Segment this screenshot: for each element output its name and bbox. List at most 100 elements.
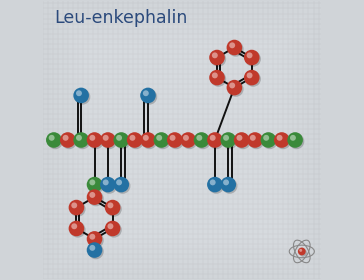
Circle shape — [226, 40, 242, 55]
Circle shape — [229, 83, 235, 88]
Circle shape — [90, 234, 95, 240]
Circle shape — [221, 177, 236, 192]
Circle shape — [245, 71, 261, 87]
Circle shape — [60, 132, 76, 148]
Circle shape — [180, 132, 196, 148]
Circle shape — [116, 135, 122, 141]
Circle shape — [90, 135, 95, 141]
Circle shape — [71, 223, 77, 229]
Circle shape — [289, 134, 304, 149]
Circle shape — [244, 50, 260, 65]
Circle shape — [142, 134, 157, 149]
Circle shape — [250, 135, 256, 141]
Circle shape — [228, 41, 244, 57]
Circle shape — [196, 135, 202, 141]
Circle shape — [75, 89, 90, 105]
Bar — [68, 26, 296, 254]
Circle shape — [87, 177, 102, 192]
Circle shape — [90, 245, 95, 251]
Circle shape — [244, 70, 260, 85]
Circle shape — [212, 73, 218, 78]
Circle shape — [49, 135, 55, 141]
Circle shape — [155, 134, 171, 149]
Circle shape — [299, 249, 302, 252]
Circle shape — [127, 132, 142, 148]
Circle shape — [70, 201, 86, 217]
Circle shape — [223, 179, 229, 185]
Circle shape — [246, 73, 253, 78]
Circle shape — [211, 51, 226, 67]
Circle shape — [115, 178, 130, 194]
Circle shape — [88, 178, 104, 194]
Circle shape — [115, 134, 130, 149]
Circle shape — [90, 192, 95, 198]
Circle shape — [140, 88, 156, 103]
Circle shape — [100, 177, 116, 192]
Bar — [76, 34, 288, 246]
Circle shape — [261, 132, 276, 148]
Circle shape — [222, 178, 237, 194]
Circle shape — [62, 134, 77, 149]
Circle shape — [209, 134, 224, 149]
Circle shape — [107, 202, 114, 208]
Circle shape — [87, 242, 102, 258]
Circle shape — [209, 178, 224, 194]
Circle shape — [223, 135, 229, 141]
Circle shape — [156, 135, 162, 141]
Circle shape — [88, 244, 104, 259]
Circle shape — [102, 178, 117, 194]
Circle shape — [69, 200, 84, 215]
Circle shape — [63, 135, 68, 141]
Circle shape — [154, 132, 169, 148]
Circle shape — [87, 189, 102, 205]
Circle shape — [69, 221, 84, 236]
Circle shape — [142, 89, 157, 105]
Circle shape — [277, 135, 282, 141]
Circle shape — [103, 179, 109, 185]
Circle shape — [75, 134, 90, 149]
Circle shape — [221, 132, 236, 148]
Circle shape — [275, 134, 291, 149]
Bar — [84, 43, 280, 237]
Circle shape — [87, 132, 102, 148]
Circle shape — [143, 135, 149, 141]
Circle shape — [168, 134, 184, 149]
Circle shape — [87, 231, 102, 247]
Circle shape — [210, 135, 215, 141]
Circle shape — [237, 135, 242, 141]
Circle shape — [114, 132, 129, 148]
Circle shape — [212, 52, 218, 58]
Circle shape — [211, 71, 226, 87]
Circle shape — [170, 135, 175, 141]
Circle shape — [262, 134, 278, 149]
Circle shape — [76, 90, 82, 96]
Circle shape — [47, 134, 63, 149]
Circle shape — [249, 134, 264, 149]
Circle shape — [247, 132, 263, 148]
Circle shape — [235, 134, 251, 149]
Circle shape — [116, 179, 122, 185]
Circle shape — [73, 132, 89, 148]
Circle shape — [90, 179, 95, 185]
Circle shape — [140, 132, 156, 148]
Circle shape — [195, 134, 211, 149]
Circle shape — [88, 191, 104, 206]
Circle shape — [209, 50, 225, 65]
Circle shape — [194, 132, 209, 148]
Circle shape — [246, 52, 253, 58]
Circle shape — [70, 222, 86, 238]
Circle shape — [182, 134, 197, 149]
Circle shape — [245, 51, 261, 67]
Circle shape — [100, 132, 116, 148]
Circle shape — [274, 132, 289, 148]
Circle shape — [107, 223, 114, 229]
Circle shape — [183, 135, 189, 141]
Circle shape — [88, 134, 104, 149]
Circle shape — [76, 135, 82, 141]
Text: Leu-enkephalin: Leu-enkephalin — [54, 9, 187, 27]
Circle shape — [88, 232, 104, 248]
Circle shape — [222, 134, 237, 149]
Circle shape — [114, 177, 129, 192]
Circle shape — [103, 135, 109, 141]
Circle shape — [73, 88, 89, 103]
